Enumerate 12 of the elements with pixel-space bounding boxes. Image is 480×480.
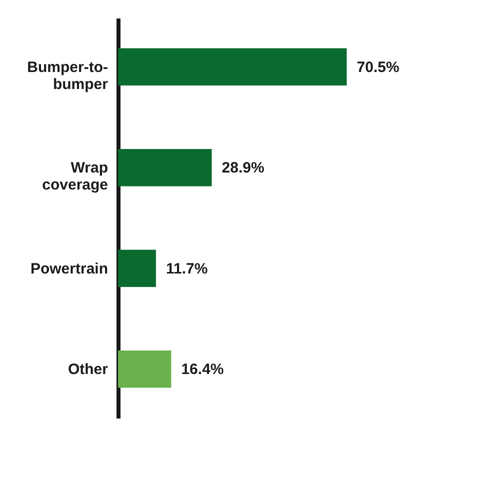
data-label: 11.7% — [166, 260, 208, 278]
bar — [118, 148, 212, 186]
bar — [118, 250, 156, 288]
y-tick-label: Wrap coverage — [42, 160, 108, 194]
y-tick-label: Other — [68, 361, 108, 378]
data-label: 16.4% — [181, 361, 224, 378]
y-tick-label: Powertrain — [30, 260, 108, 278]
data-label: 70.5% — [356, 58, 400, 76]
bar — [118, 48, 347, 86]
data-label: 28.9% — [222, 160, 264, 177]
bar — [118, 350, 172, 388]
y-tick-label: Bumper-to-bumper — [27, 58, 108, 93]
